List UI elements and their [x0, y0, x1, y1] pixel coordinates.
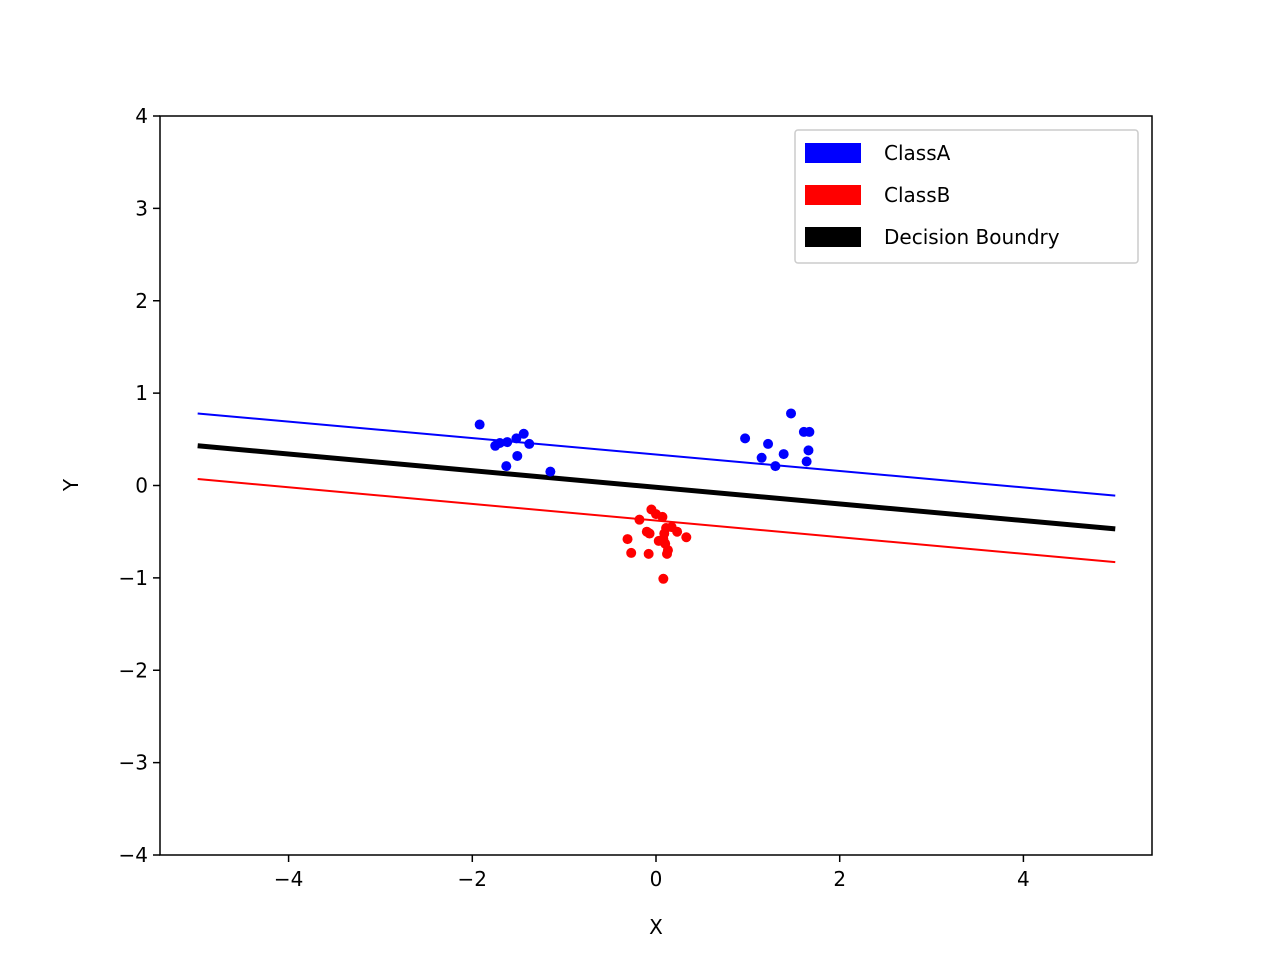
y-tick-label: 0: [135, 474, 148, 498]
point-classb-11: [681, 532, 692, 543]
line-decision-boundry: [197, 443, 1116, 532]
point-classa-17: [804, 426, 815, 437]
legend-label-decision-boundry: Decision Boundry: [884, 225, 1060, 249]
legend-box: [794, 129, 1139, 264]
point-classa-3: [502, 437, 513, 448]
legend: ClassA ClassB Decision Boundry: [794, 129, 1139, 264]
legend-swatch-classa: [805, 143, 861, 163]
point-classb-3: [634, 514, 645, 525]
point-classa-2: [494, 438, 505, 449]
point-classa-13: [770, 461, 781, 472]
legend-label-classa: ClassA: [884, 141, 951, 165]
x-tick-label: 2: [833, 867, 846, 891]
y-tick-label: −2: [119, 658, 148, 682]
point-classa-19: [801, 456, 812, 467]
point-classa-12: [763, 438, 774, 449]
point-classa-0: [474, 419, 485, 430]
x-tick-label: −4: [274, 867, 303, 891]
y-tick-label: 2: [135, 289, 148, 313]
y-axis-label: Y: [59, 478, 83, 492]
point-classb-13: [622, 534, 633, 545]
point-classb-17: [626, 547, 637, 558]
point-classa-7: [518, 428, 529, 439]
point-classb-6: [672, 526, 683, 537]
y-tick-label: 1: [135, 381, 148, 405]
point-classa-11: [756, 452, 767, 463]
plot-area-content: [197, 408, 1116, 584]
y-tick-label: −3: [119, 751, 148, 775]
point-classa-6: [512, 450, 523, 461]
y-tick-label: −4: [119, 843, 148, 867]
x-tick-label: −2: [458, 867, 487, 891]
point-classb-8: [644, 528, 655, 539]
line-classa: [197, 412, 1116, 497]
point-classa-18: [803, 445, 814, 456]
point-classa-5: [511, 433, 522, 444]
legend-swatch-classb: [805, 185, 861, 205]
y-tick-label: 3: [135, 196, 148, 220]
x-axis-ticks: −4 −2 0 2 4: [274, 855, 1030, 891]
y-tick-label: 4: [135, 104, 148, 128]
y-tick-label: −1: [119, 566, 148, 590]
point-classb-16: [662, 548, 673, 559]
x-tick-label: 0: [650, 867, 663, 891]
point-classa-4: [501, 461, 512, 472]
point-classb-19: [658, 573, 669, 584]
line-classb: [197, 478, 1116, 564]
x-tick-label: 4: [1017, 867, 1030, 891]
point-classa-9: [545, 466, 556, 477]
point-classb-2: [657, 511, 668, 522]
point-classb-18: [643, 548, 654, 559]
x-axis-label: X: [649, 915, 663, 939]
y-axis-ticks: −4 −3 −2 −1 0 1 2 3 4: [119, 104, 160, 867]
point-classa-15: [786, 408, 797, 419]
legend-label-classb: ClassB: [884, 183, 950, 207]
legend-swatch-decision-boundry: [805, 227, 861, 247]
point-classa-10: [740, 433, 751, 444]
point-classa-8: [524, 438, 535, 449]
point-classa-14: [778, 449, 789, 460]
